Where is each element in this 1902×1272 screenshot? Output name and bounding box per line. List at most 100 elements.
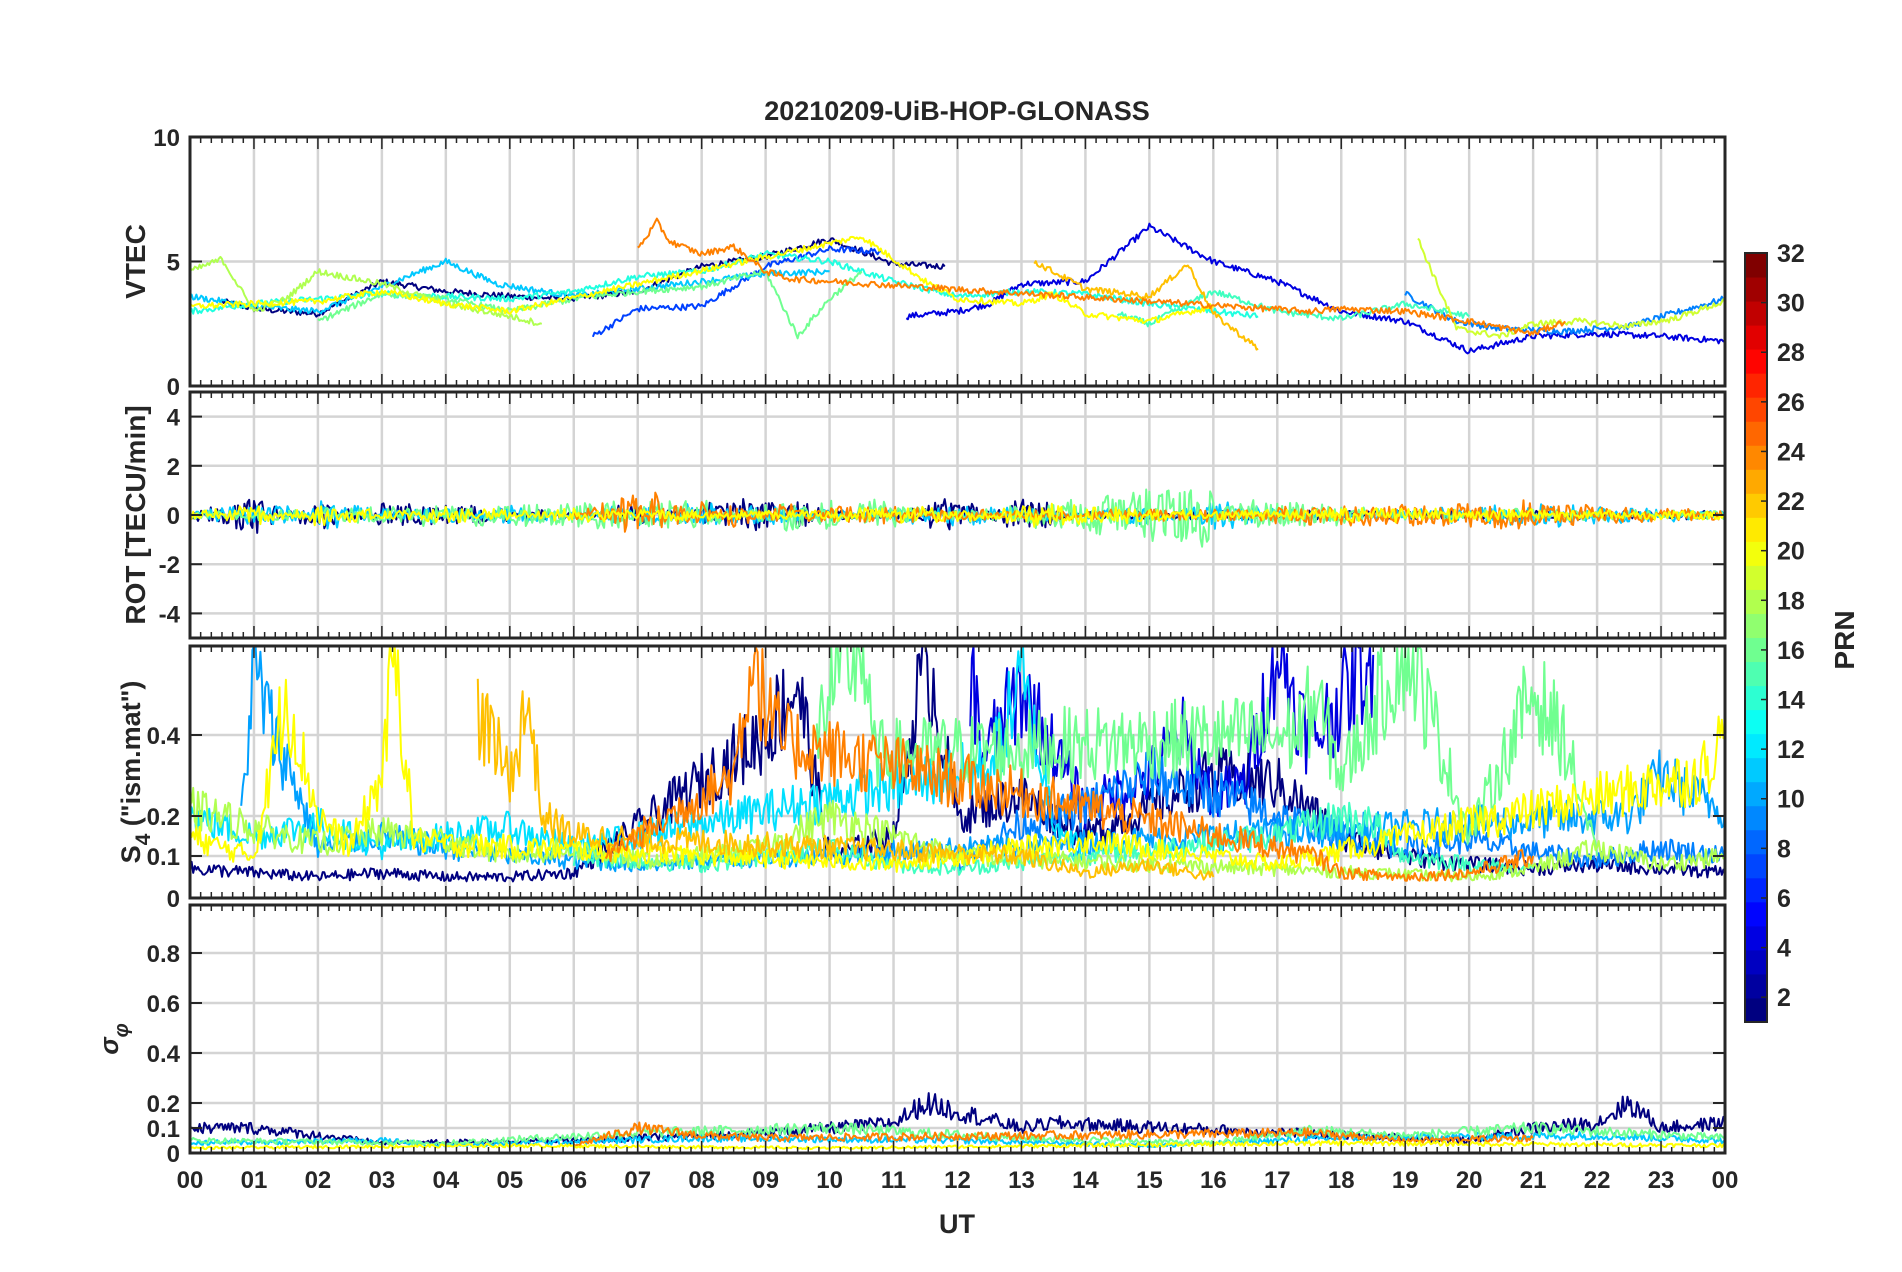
x-tick-label: 05 (496, 1167, 523, 1194)
colorbar-tick-label: 24 (1777, 438, 1805, 466)
series-line-prn-24 (637, 217, 1566, 337)
x-tick-label: 06 (560, 1167, 587, 1194)
series-line-prn-22 (476, 678, 1215, 881)
colorbar-label: PRN (1829, 610, 1860, 669)
colorbar-swatch (1745, 709, 1767, 735)
x-tick-label: 22 (1584, 1167, 1611, 1194)
y-tick-label: 0 (167, 1141, 180, 1168)
colorbar-swatch (1745, 349, 1767, 374)
x-axis-label: UT (939, 1209, 975, 1239)
x-tick-label: 03 (369, 1167, 396, 1194)
y-tick-label: 0.1 (147, 1116, 180, 1143)
y-tick-label: 2 (167, 454, 180, 481)
colorbar-tick-label: 4 (1777, 935, 1791, 963)
colorbar-swatch (1745, 397, 1767, 422)
colorbar-tick-label: 28 (1777, 339, 1805, 367)
y-tick-label: 4 (167, 405, 181, 432)
y-tick-label: 0.2 (147, 1091, 180, 1118)
colorbar-swatch (1745, 637, 1767, 663)
x-tick-label: 21 (1520, 1167, 1547, 1194)
colorbar-swatch (1745, 517, 1767, 542)
series-line-prn-5 (591, 245, 881, 338)
y-tick-label: 0.1 (147, 844, 180, 871)
x-tick-label: 11 (881, 1167, 906, 1194)
colorbar-frame (1744, 252, 1768, 1023)
x-axis: 00 01 02 03 04 05 06 07 08 09 10 11 12 13 14 15 16 17 18 19… (177, 1167, 1739, 1194)
colorbar-tick-label: 12 (1777, 736, 1805, 764)
y-tick-label: 10 (153, 125, 180, 152)
y-tick-label: 0.6 (147, 991, 180, 1018)
x-tick-label: 19 (1392, 1167, 1419, 1194)
series-line-prn-22 (1033, 260, 1259, 351)
colorbar-swatch (1745, 421, 1767, 446)
colorbar-swatch (1745, 445, 1767, 470)
colorbar-swatch (1745, 541, 1767, 566)
y-tick-label: 5 (167, 250, 180, 277)
colorbar-tick-label: 18 (1777, 587, 1805, 615)
figure-title: 20210209-UiB-HOP-GLONASS (764, 96, 1150, 126)
colorbar-swatch (1745, 925, 1767, 951)
colorbar-swatch (1745, 373, 1767, 398)
colorbar-tick-label: 16 (1777, 637, 1805, 665)
colorbar-tick-label: 10 (1777, 786, 1805, 814)
colorbar-swatch (1745, 901, 1767, 927)
colorbar-swatch (1745, 805, 1767, 831)
series-line-prn-24 (573, 1121, 1534, 1147)
y-tick-label: 0.4 (147, 723, 181, 750)
y-tick-label: 0.8 (147, 941, 180, 968)
x-tick-label: 15 (1136, 1167, 1163, 1194)
x-tick-label: 07 (624, 1167, 651, 1194)
x-tick-label: 23 (1648, 1167, 1675, 1194)
x-tick-label: 10 (816, 1167, 843, 1194)
x-tick-label: 17 (1264, 1167, 1291, 1194)
colorbar-tick-label: 32 (1777, 240, 1805, 268)
series-group (190, 646, 1725, 883)
series-line-prn-3 (905, 222, 1725, 355)
series-line-prn-19 (1417, 237, 1725, 339)
colorbar-tick-label: 14 (1777, 687, 1805, 715)
colorbar-tick-label: 26 (1777, 389, 1805, 417)
y-tick-label: 0.4 (147, 1041, 181, 1068)
colorbar-tick-label: 20 (1777, 538, 1805, 566)
colorbar-swatch (1745, 589, 1767, 614)
colorbar-swatch (1745, 685, 1767, 711)
colorbar-tick-label: 6 (1777, 885, 1791, 913)
x-tick-label: 14 (1072, 1167, 1099, 1194)
colorbar-swatch (1745, 253, 1767, 278)
colorbar-swatch (1745, 757, 1767, 783)
y-axis-label: VTEC (120, 224, 151, 299)
series-line-prn-24 (604, 646, 1535, 882)
colorbar-swatch (1745, 493, 1767, 518)
y-tick-label: -2 (159, 552, 180, 579)
colorbar-swatch (1745, 325, 1767, 350)
x-tick-label: 12 (944, 1167, 971, 1194)
x-tick-label: 02 (305, 1167, 332, 1194)
colorbar-tick-label: 2 (1777, 984, 1791, 1012)
panel-s4: 0 0.1 0.2 0.4S4 ("ism.mat") (116, 644, 1727, 913)
colorbar-swatch (1745, 277, 1767, 302)
colorbar-swatch (1745, 613, 1767, 638)
y-tick-label: 0 (167, 374, 180, 401)
colorbar-swatch (1745, 853, 1767, 879)
colorbar-swatch (1745, 949, 1767, 975)
x-tick-label: 00 (1712, 1167, 1739, 1194)
x-tick-label: 18 (1328, 1167, 1355, 1194)
y-tick-label: -4 (159, 601, 181, 628)
series-line-prn-14 (1116, 289, 1470, 328)
y-tick-label: 0 (167, 886, 180, 913)
colorbar-swatch (1745, 733, 1767, 759)
series-line-prn-1 (190, 646, 1725, 883)
panel-sigma_phi: 00.10.2 0.4 0.6 0.8 σφ (94, 903, 1727, 1168)
colorbar-tick-label: 30 (1777, 290, 1805, 318)
colorbar-swatch (1745, 469, 1767, 494)
panel-vtec: 0 5 10 VTEC (120, 125, 1727, 401)
y-axis-label: S4 ("ism.mat") (116, 681, 155, 864)
colorbar-tick-label: 22 (1777, 488, 1805, 516)
y-tick-label: 0.2 (147, 804, 180, 831)
series-line-prn-20 (190, 646, 1725, 873)
colorbar-swatch (1745, 877, 1767, 903)
colorbar-swatch (1745, 301, 1767, 326)
